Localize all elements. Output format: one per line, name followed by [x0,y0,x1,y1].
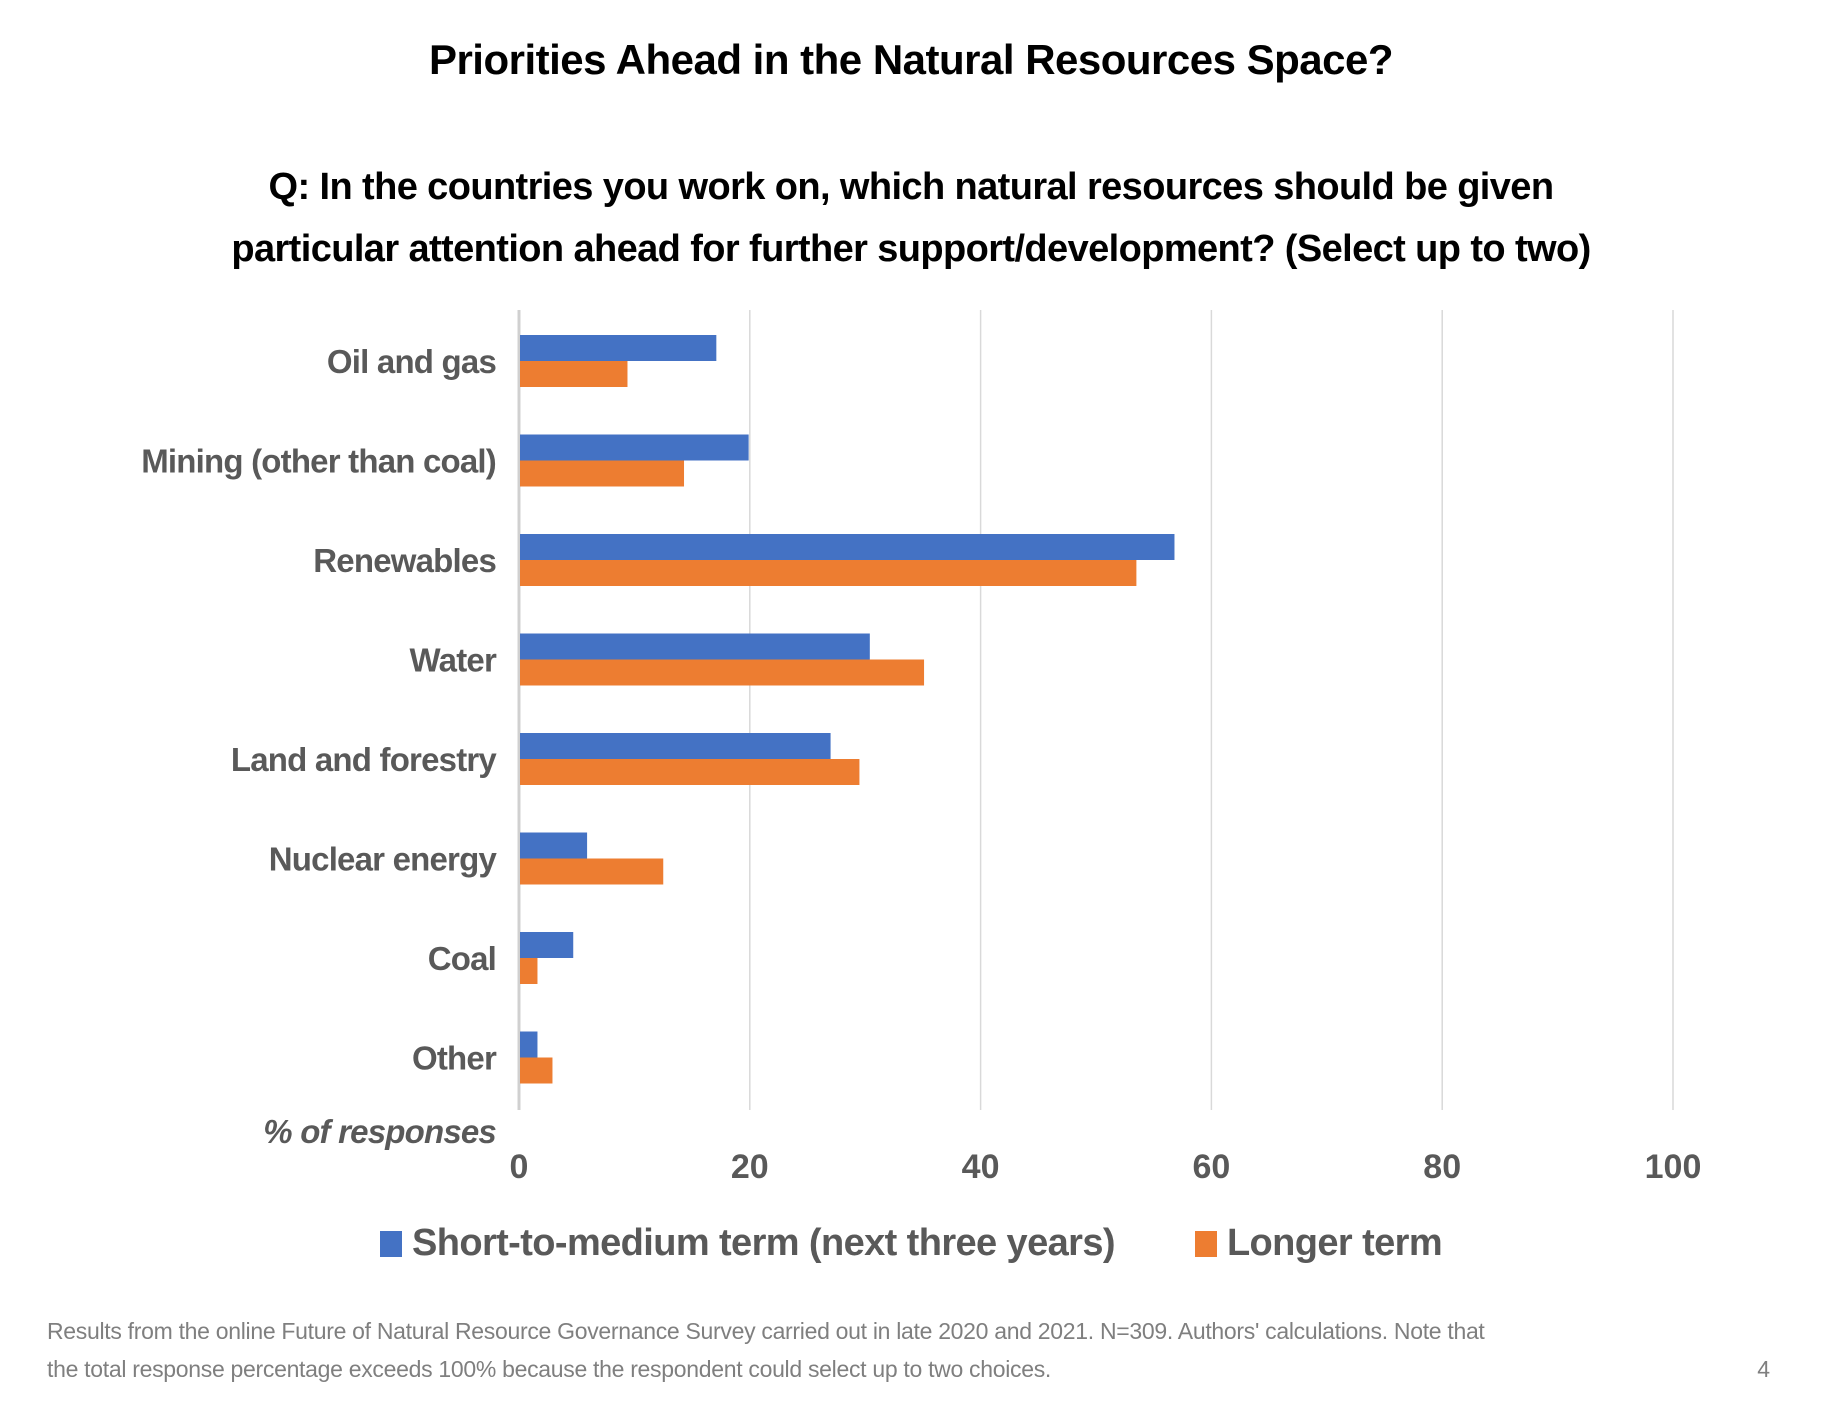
bar-long [520,858,664,885]
bar-short [520,434,749,461]
bar-long [520,759,860,785]
bar-short [520,335,717,361]
bar-short [520,932,574,958]
question-line-1: Q: In the countries you work on, which n… [268,166,1555,208]
category-label: Coal [428,940,496,977]
category-label: Other [412,1040,497,1077]
bar-long [520,361,628,387]
category-label: Renewables [313,542,496,579]
x-tick-label: 60 [1192,1148,1230,1186]
legend-item-long: Longer term [1194,1222,1443,1265]
bar-short [520,832,588,859]
x-tick-label: 20 [731,1148,769,1186]
legend-swatch-long [1194,1230,1217,1257]
category-label: Land and forestry [231,741,498,778]
bar-short [520,633,870,660]
legend-label-long: Longer term [1226,1222,1443,1264]
legend: Short-to-medium term (next three years) … [0,1222,1822,1265]
bar-short [520,1031,538,1058]
legend-label-short: Short-to-medium term (next three years) [411,1222,1116,1264]
bar-long [520,659,925,686]
category-label: Mining (other than coal) [141,443,496,480]
chart-title: Priorities Ahead in the Natural Resource… [428,36,1394,83]
bar-long [520,460,685,487]
category-label: Oil and gas [327,343,496,380]
bar-short [520,534,1175,560]
bar-long [520,560,1137,586]
footnote-line-1: Results from the online Future of Natura… [47,1318,1485,1344]
legend-swatch-short [379,1230,402,1257]
x-tick-label: 40 [962,1148,1000,1186]
page-number: 4 [1757,1356,1770,1382]
category-label: Water [410,642,497,679]
x-tick-label: 0 [510,1148,529,1186]
bar-short [520,733,831,759]
footnote-line-2: the total response percentage exceeds 10… [47,1356,1052,1382]
bar-long [520,958,538,984]
category-label: Nuclear energy [269,841,498,878]
question-line-2: particular attention ahead for further s… [231,228,1591,270]
legend-item-short: Short-to-medium term (next three years) [379,1222,1116,1265]
x-tick-label: 100 [1645,1148,1702,1186]
x-tick-label: 80 [1423,1148,1461,1186]
x-axis-label: % of responses [263,1113,496,1150]
bar-long [520,1057,553,1084]
